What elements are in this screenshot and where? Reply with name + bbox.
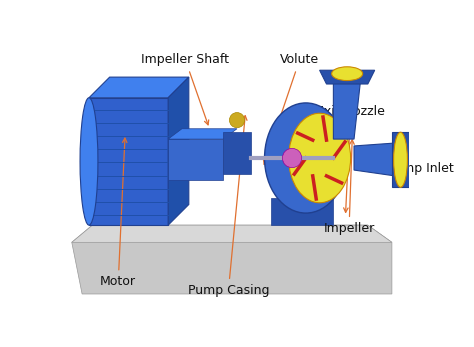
Text: Exit Nozzle: Exit Nozzle [316, 105, 385, 212]
Polygon shape [72, 225, 392, 242]
Ellipse shape [393, 132, 407, 187]
Text: Impeller: Impeller [323, 140, 374, 235]
Ellipse shape [264, 103, 347, 213]
Polygon shape [354, 143, 402, 177]
Ellipse shape [80, 98, 98, 225]
Text: Pump Casing: Pump Casing [188, 116, 269, 297]
Polygon shape [72, 225, 392, 294]
Circle shape [229, 112, 245, 128]
Polygon shape [392, 132, 409, 187]
Polygon shape [89, 98, 168, 225]
Ellipse shape [289, 113, 351, 203]
Polygon shape [319, 70, 374, 84]
Text: Motor: Motor [100, 138, 136, 288]
Circle shape [283, 149, 302, 168]
Polygon shape [223, 132, 251, 174]
Polygon shape [168, 77, 189, 225]
Text: Volute: Volute [264, 53, 319, 164]
Polygon shape [168, 129, 237, 139]
Polygon shape [168, 139, 223, 180]
Text: Impeller Shaft: Impeller Shaft [141, 53, 229, 125]
Text: Pump Inlet: Pump Inlet [370, 160, 454, 175]
Polygon shape [89, 77, 189, 98]
Polygon shape [272, 197, 333, 225]
Polygon shape [333, 77, 361, 139]
Ellipse shape [332, 67, 363, 81]
